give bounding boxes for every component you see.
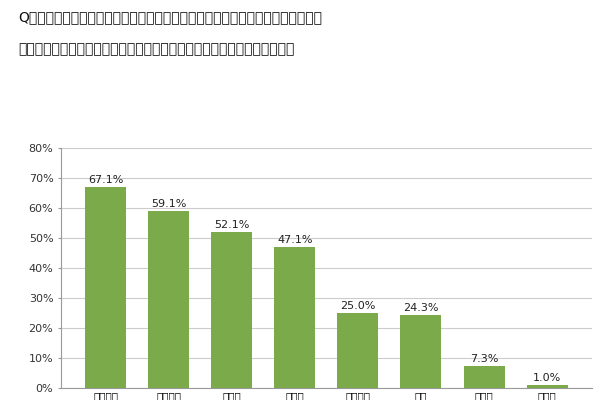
Text: Q、「急須でいれた緑茶」とは日本人にとってどのようなものだと思いますか。: Q、「急須でいれた緑茶」とは日本人にとってどのようなものだと思いますか。 bbox=[18, 10, 322, 24]
Bar bbox=[337, 313, 378, 388]
Text: 25.0%: 25.0% bbox=[340, 301, 376, 311]
Bar bbox=[148, 211, 189, 388]
Text: 7.3%: 7.3% bbox=[470, 354, 498, 364]
Bar bbox=[274, 247, 315, 388]
Bar bbox=[400, 315, 442, 388]
Bar bbox=[85, 187, 126, 388]
Text: 52.1%: 52.1% bbox=[214, 220, 249, 230]
Text: 59.1%: 59.1% bbox=[151, 198, 187, 209]
Text: 67.1%: 67.1% bbox=[88, 174, 123, 185]
Bar bbox=[526, 385, 567, 388]
Bar bbox=[464, 366, 504, 388]
Text: 24.3%: 24.3% bbox=[403, 303, 439, 313]
Text: 47.1%: 47.1% bbox=[277, 234, 312, 244]
Bar bbox=[211, 232, 253, 388]
Text: 1.0%: 1.0% bbox=[533, 373, 561, 383]
Text: あなたのお考えに当てはまるものを全て教えてください。（複数回答）: あなたのお考えに当てはまるものを全て教えてください。（複数回答） bbox=[18, 42, 295, 56]
